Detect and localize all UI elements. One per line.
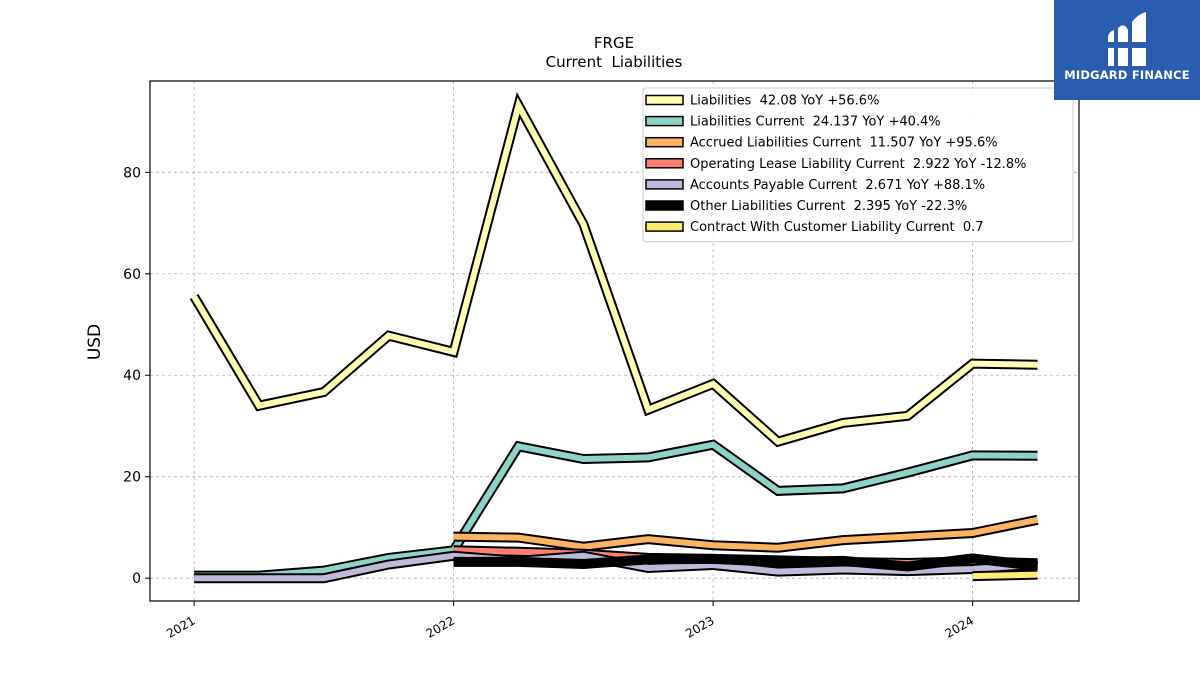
series-line <box>453 555 1038 570</box>
x-tick-label: 2024 <box>943 613 976 640</box>
series-lines <box>189 91 1039 584</box>
legend-swatch <box>645 136 684 148</box>
series-other-liabilities-current <box>453 553 1039 572</box>
y-tick-label: 80 <box>123 165 141 181</box>
legend-swatch <box>645 158 684 169</box>
legend-label: Liabilities 42.08 YoY +56.6% <box>690 94 879 109</box>
legend-label: Accounts Payable Current 2.671 YoY +88.1… <box>690 178 985 193</box>
legend: Liabilities 42.08 YoY +56.6% Liabilities … <box>642 87 1074 243</box>
y-tick-label: 0 <box>132 571 141 587</box>
legend-label: Contract With Customer Liability Current… <box>690 220 984 235</box>
legend-label: Accrued Liabilities Current 11.507 YoY +… <box>690 136 998 151</box>
series-line <box>972 571 1038 580</box>
series-line <box>194 441 1038 579</box>
series-contract-with-customer-liability-current <box>972 569 1038 582</box>
series-line <box>453 516 1039 551</box>
y-tick-label: 40 <box>123 368 141 384</box>
x-tick-label: 2022 <box>424 613 457 640</box>
brand-logo: MIDGARD FINANCE <box>1054 0 1200 100</box>
chart-title: FRGE <box>594 34 634 52</box>
y-tick-label: 20 <box>123 470 141 486</box>
series-liabilities <box>189 91 1038 448</box>
legend-swatch <box>645 200 684 211</box>
legend-swatch <box>645 94 684 106</box>
legend-swatch <box>645 179 684 190</box>
brand-mark-icon <box>1106 12 1148 66</box>
series-liabilities-current <box>194 439 1038 581</box>
chart-subtitle: Current Liabilities <box>546 53 683 71</box>
x-tick-label: 2021 <box>164 613 197 640</box>
x-tick-label: 2023 <box>683 613 716 640</box>
y-axis-label: USD <box>85 324 105 360</box>
series-accrued-liabilities-current <box>453 514 1039 553</box>
series-line <box>191 97 1038 446</box>
plot-frame <box>149 80 1080 602</box>
legend-swatch <box>645 115 684 127</box>
y-tick-label: 60 <box>123 267 141 283</box>
brand-name: MIDGARD FINANCE <box>1064 68 1190 82</box>
legend-swatch <box>645 221 684 232</box>
legend-label: Liabilities Current 24.137 YoY +40.4% <box>690 115 941 130</box>
legend-box <box>642 87 1074 243</box>
legend-label: Other Liabilities Current 2.395 YoY -22.… <box>690 199 967 214</box>
legend-label: Operating Lease Liability Current 2.922 … <box>690 157 1027 172</box>
